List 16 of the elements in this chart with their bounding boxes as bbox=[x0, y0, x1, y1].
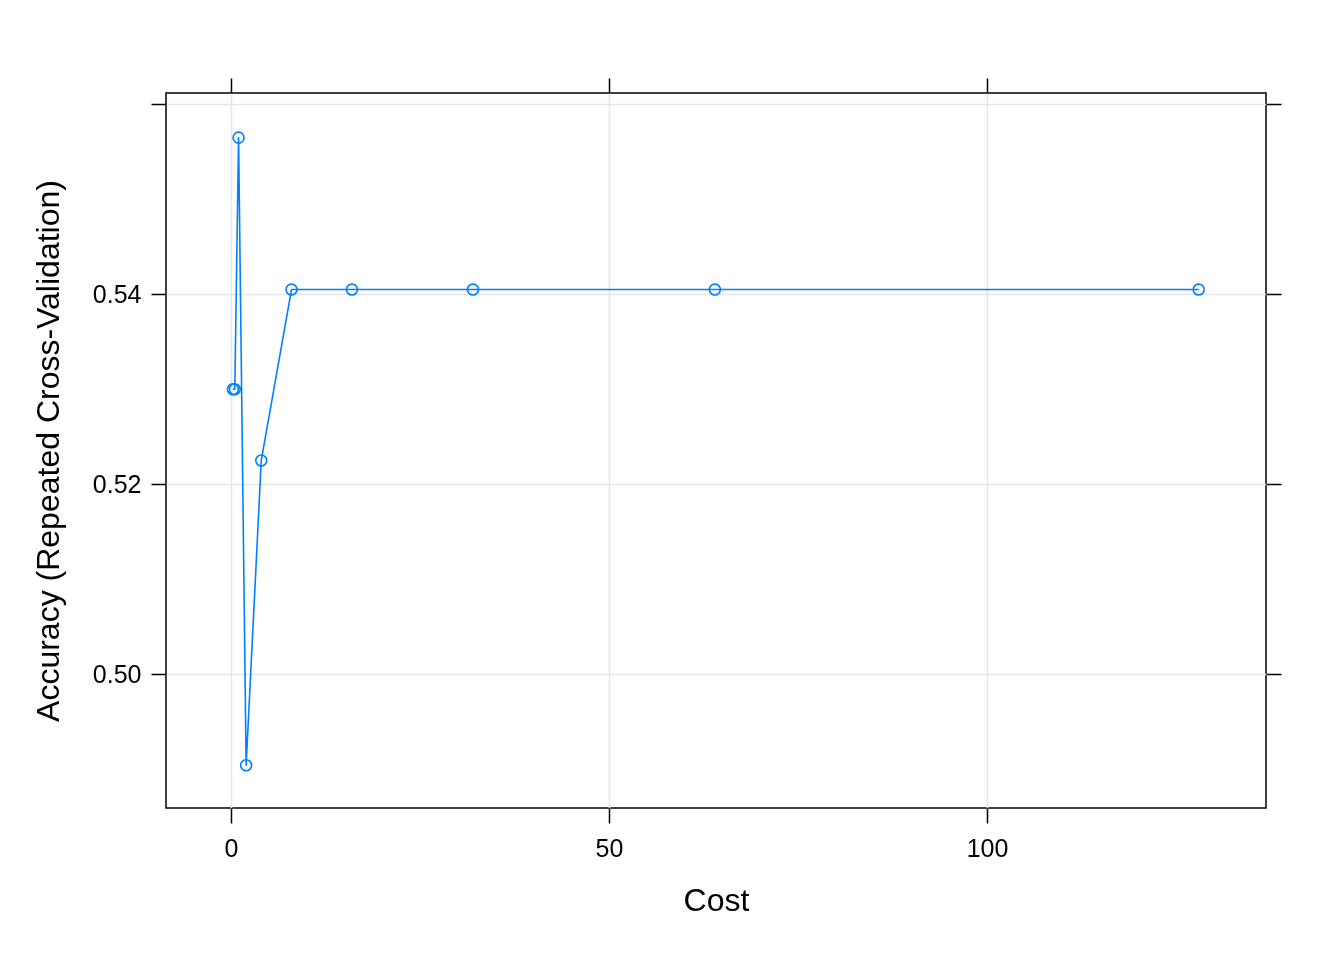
x-tick-label: 50 bbox=[595, 833, 624, 862]
point bbox=[232, 131, 245, 144]
point bbox=[466, 283, 480, 296]
x-tick-label: 100 bbox=[966, 833, 1009, 862]
x-tick-label: 0 bbox=[224, 833, 239, 862]
point bbox=[239, 759, 253, 772]
point bbox=[254, 454, 268, 467]
x-axis-title: Cost bbox=[683, 881, 750, 918]
y-tick-label: 0.54 bbox=[92, 279, 142, 308]
point bbox=[345, 283, 359, 296]
point bbox=[708, 283, 722, 296]
y-tick-label: 0.50 bbox=[92, 659, 142, 688]
y-axis-title: Accuracy (Repeated Cross-Validation) bbox=[29, 180, 66, 722]
point bbox=[285, 283, 298, 296]
point bbox=[1192, 283, 1205, 296]
y-tick-label: 0.52 bbox=[92, 469, 142, 498]
